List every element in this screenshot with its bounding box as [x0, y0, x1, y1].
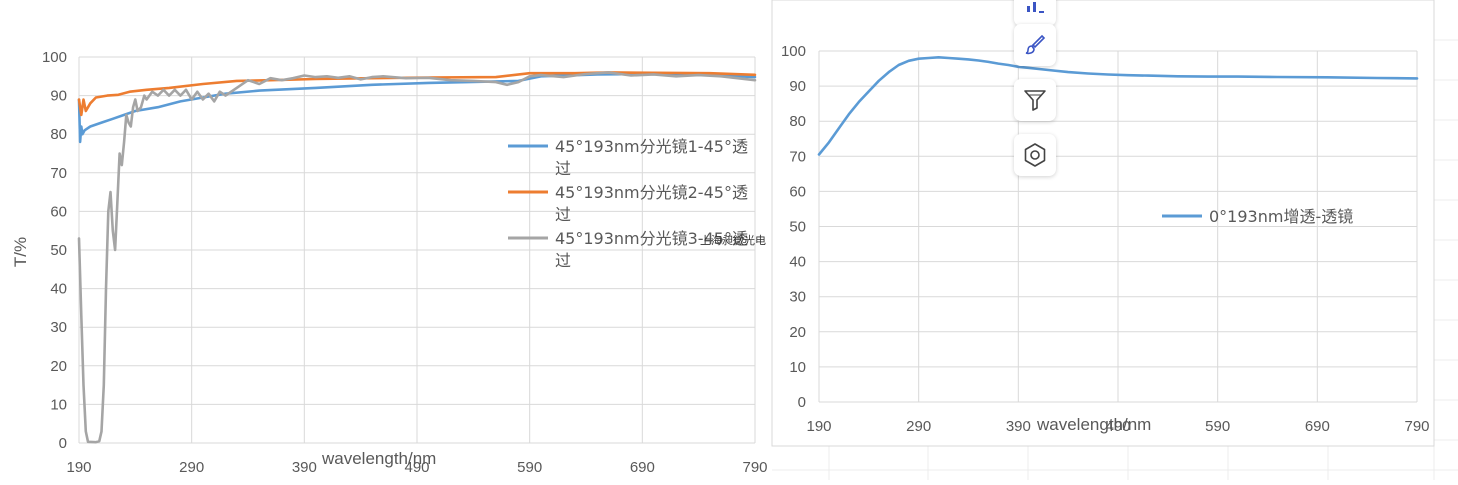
chart-filter-icon: [1024, 90, 1046, 111]
chart-style-button[interactable]: [1014, 24, 1056, 66]
chart-left-x-tick-label: 790: [742, 459, 767, 476]
chart-left-series-2-line[interactable]: [77, 71, 757, 117]
chart-left-legend-label: 45°193nm分光镜1-45°透: [555, 137, 748, 156]
chart-elements-button[interactable]: [1014, 0, 1056, 26]
chart-left-y-tick-label: 50: [50, 242, 67, 259]
chart-left-y-tick-label: 90: [50, 88, 67, 105]
chart-right-x-tick-label: 190: [806, 418, 831, 435]
chart-right[interactable]: 0 10 20 30 40 50 60 70 80 90 100 190 290 390 490 590 69…: [771, 0, 1435, 447]
chart-left[interactable]: 0 10 20 30 40 50 60 70 80 90 100 190 290 390 490 590 69…: [0, 0, 772, 480]
chart-left-legend-label-wrap: 过: [555, 159, 571, 178]
chart-left-gridlines: [78, 56, 756, 444]
chart-left-y-tick-label: 70: [50, 165, 67, 182]
chart-right-gridlines: [818, 50, 1418, 403]
chart-left-legend-label-wrap: 过: [555, 205, 571, 224]
watermark-text: 上海昶微光电: [700, 233, 766, 247]
chart-right-y-tick-label: 40: [789, 254, 806, 271]
chart-left-x-axis-title: wavelength/nm: [321, 449, 436, 468]
chart-settings-button[interactable]: [1014, 134, 1056, 176]
chart-left-x-tick-label: 290: [179, 459, 204, 476]
chart-left-y-tick-label: 30: [50, 319, 67, 336]
chart-right-y-tick-label: 70: [789, 148, 806, 165]
chart-left-y-tick-label: 10: [50, 396, 67, 413]
chart-right-legend[interactable]: 0°193nm增透-透镜: [1162, 207, 1353, 226]
chart-style-brush-icon: [1025, 34, 1046, 55]
chart-filter-button[interactable]: [1014, 79, 1056, 121]
chart-right-x-tick-label: 490: [1105, 418, 1130, 435]
chart-right-y-tick-label: 80: [789, 113, 806, 130]
chart-right-y-tick-label: 0: [798, 394, 806, 411]
chart-left-legend-label: 45°193nm分光镜3-45°透: [555, 229, 748, 248]
chart-left-x-tick-labels: 190 290 390 490 590 690 790: [66, 459, 767, 476]
chart-left-x-tick-label: 690: [630, 459, 655, 476]
chart-left-legend[interactable]: 45°193nm分光镜1-45°透过 45°193nm分光镜2-45°透过 45°1…: [508, 137, 748, 270]
chart-right-x-tick-label: 390: [1006, 418, 1031, 435]
chart-left-y-tick-label: 80: [50, 126, 67, 143]
chart-right-legend-label: 0°193nm增透-透镜: [1209, 207, 1353, 226]
chart-right-y-tick-labels: 0 10 20 30 40 50 60 70 80 90 100: [781, 43, 806, 411]
chart-left-area: [0, 0, 772, 480]
chart-right-y-tick-label: 20: [789, 324, 806, 341]
chart-left-x-tick-label: 590: [517, 459, 542, 476]
chart-settings-hexagon-icon: [1024, 143, 1046, 167]
chart-left-series-group: [77, 71, 757, 444]
chart-right-y-tick-label: 100: [781, 43, 806, 60]
chart-left-y-tick-labels: 0 10 20 30 40 50 60 70 80 90 100: [42, 49, 67, 452]
chart-right-y-tick-label: 90: [789, 78, 806, 95]
chart-left-y-axis-title: T/%: [11, 237, 30, 267]
chart-right-x-tick-label: 690: [1305, 418, 1330, 435]
chart-right-x-axis-title: wavelength/nm: [1036, 415, 1151, 434]
chart-right-x-tick-label: 290: [906, 418, 931, 435]
chart-elements-icon: [1027, 2, 1044, 13]
chart-right-series-group: [817, 56, 1419, 156]
chart-left-y-tick-label: 40: [50, 281, 67, 298]
chart-left-x-tick-label: 190: [66, 459, 91, 476]
chart-left-x-tick-label: 490: [404, 459, 429, 476]
chart-right-y-tick-label: 10: [789, 359, 806, 376]
chart-right-y-tick-label: 30: [789, 289, 806, 306]
chart-left-legend-label-wrap: 过: [555, 251, 571, 270]
chart-left-legend-label: 45°193nm分光镜2-45°透: [555, 183, 748, 202]
chart-left-x-tick-label: 390: [292, 459, 317, 476]
chart-right-y-tick-label: 60: [789, 183, 806, 200]
chart-left-y-tick-label: 0: [59, 435, 67, 452]
chart-left-series-3-line[interactable]: [77, 71, 757, 444]
chart-right-x-tick-label: 590: [1205, 418, 1230, 435]
chart-right-y-tick-label: 50: [789, 219, 806, 236]
chart-right-x-tick-labels: 190 290 390 490 590 690 790: [806, 418, 1429, 435]
chart-right-series-1-line[interactable]: [817, 56, 1419, 156]
chart-left-y-tick-label: 60: [50, 203, 67, 220]
chart-right-x-tick-label: 790: [1404, 418, 1429, 435]
chart-left-y-tick-label: 20: [50, 358, 67, 375]
chart-left-y-tick-label: 100: [42, 49, 67, 66]
